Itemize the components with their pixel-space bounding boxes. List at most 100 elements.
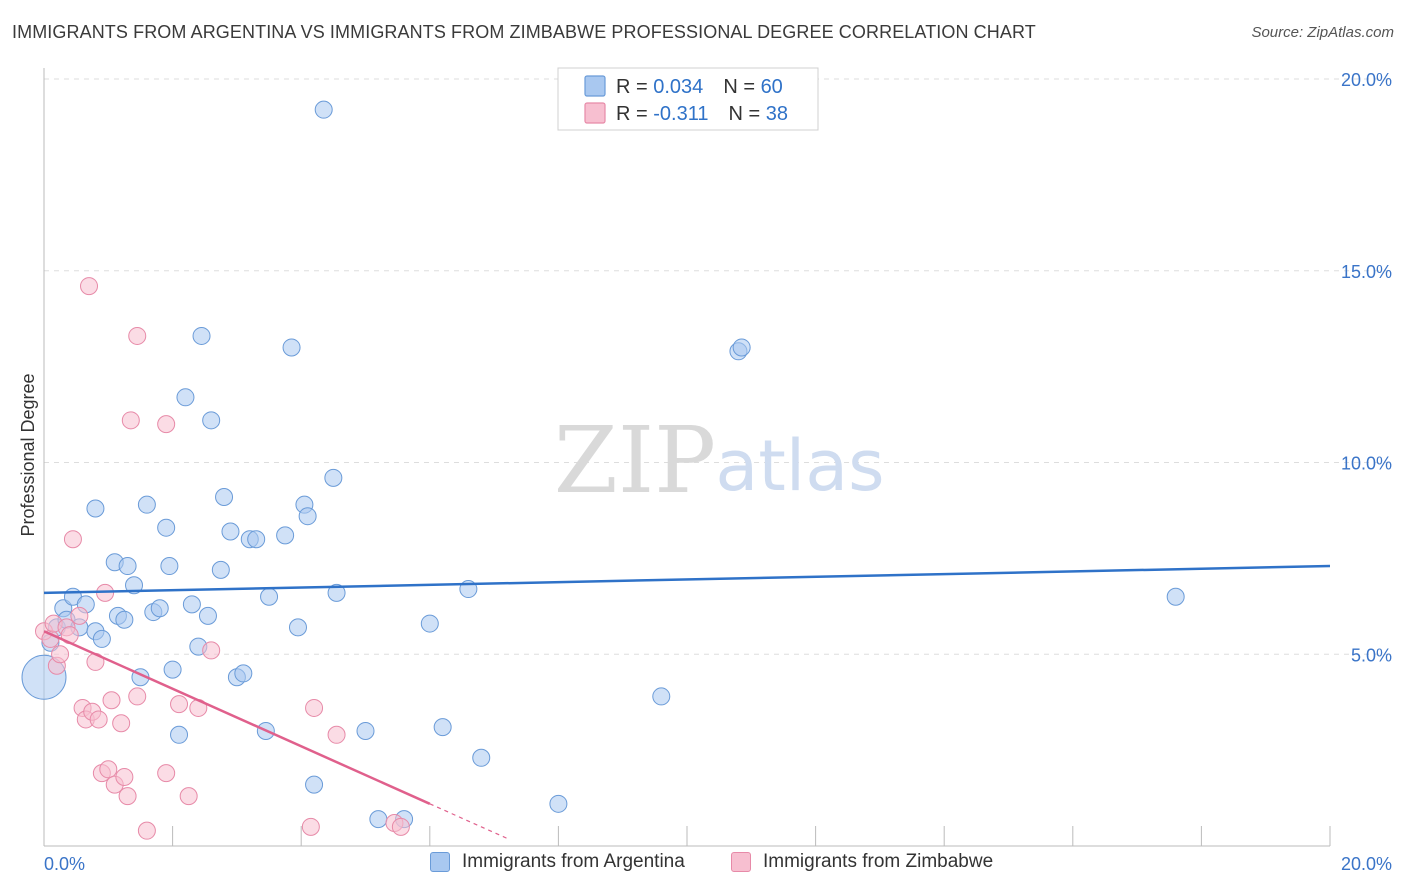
zimbabwe-point bbox=[63, 530, 82, 549]
stats-legend-row-zimbabwe: R = -0.311 N = 38 bbox=[616, 103, 788, 125]
argentina-point bbox=[211, 560, 230, 579]
argentina-point bbox=[221, 522, 240, 541]
stats-legend-row-argentina: R = 0.034 N = 60 bbox=[616, 76, 783, 98]
legend-swatch-zimbabwe bbox=[731, 852, 751, 872]
argentina-point bbox=[137, 495, 156, 514]
chart-title: IMMIGRANTS FROM ARGENTINA VS IMMIGRANTS … bbox=[12, 22, 1036, 42]
argentina-point bbox=[182, 595, 201, 614]
legend-item-argentina: Immigrants from Argentina bbox=[430, 851, 685, 873]
argentina-point bbox=[260, 587, 279, 606]
y-tick-labels: 5.0% 10.0% 15.0% 20.0% bbox=[1341, 70, 1392, 665]
y-axis-label: Professional Degree bbox=[18, 373, 38, 536]
source-label: Source: ZipAtlas.com bbox=[1251, 24, 1394, 41]
argentina-point bbox=[163, 660, 182, 679]
stats-legend: R = 0.034 N = 60 R = -0.311 N = 38 bbox=[557, 67, 819, 131]
argentina-point bbox=[247, 530, 266, 549]
zimbabwe-point bbox=[118, 787, 137, 806]
argentina-point bbox=[276, 526, 295, 545]
zimbabwe-point bbox=[102, 691, 121, 710]
argentina-point bbox=[324, 468, 343, 487]
legend-n-label: N = bbox=[723, 76, 760, 98]
argentina-point bbox=[215, 488, 234, 507]
argentina-point bbox=[314, 100, 333, 119]
zimbabwe-point bbox=[170, 695, 189, 714]
x-tick-labels: 0.0% 20.0% bbox=[44, 854, 1392, 874]
argentina-point bbox=[652, 687, 671, 706]
x-tick-label: 20.0% bbox=[1341, 854, 1392, 874]
stats-legend-swatch-argentina bbox=[584, 75, 606, 97]
y-tick-label: 10.0% bbox=[1341, 454, 1392, 474]
argentina-point bbox=[549, 794, 568, 813]
watermark-zip: ZIP bbox=[554, 407, 716, 514]
zimbabwe-point bbox=[128, 687, 147, 706]
y-tick-label: 20.0% bbox=[1341, 70, 1392, 90]
zimbabwe-point bbox=[89, 710, 108, 729]
zimbabwe-point bbox=[305, 698, 324, 717]
zimbabwe-point bbox=[128, 326, 147, 345]
legend-n-value: 38 bbox=[766, 103, 788, 125]
argentina-point bbox=[176, 388, 195, 407]
legend-label-argentina: Immigrants from Argentina bbox=[462, 851, 685, 872]
zimbabwe-point bbox=[80, 277, 99, 296]
argentina-point bbox=[433, 718, 452, 737]
axes bbox=[43, 68, 1331, 847]
legend-r-label: R = bbox=[616, 76, 653, 98]
zimbabwe-point bbox=[112, 714, 131, 733]
argentina-point bbox=[732, 338, 751, 357]
zimbabwe-trend-line bbox=[43, 630, 431, 805]
argentina-point bbox=[118, 557, 137, 576]
zimbabwe-point bbox=[121, 411, 140, 430]
argentina-point bbox=[282, 338, 301, 357]
argentina-point bbox=[115, 610, 134, 629]
legend-r-value: 0.034 bbox=[653, 76, 703, 98]
legend-item-zimbabwe: Immigrants from Zimbabwe bbox=[731, 851, 993, 873]
argentina-point bbox=[288, 618, 307, 637]
zimbabwe-point bbox=[99, 760, 118, 779]
series-legend: Immigrants from Argentina Immigrants fro… bbox=[0, 851, 1406, 879]
x-tick-label: 0.0% bbox=[44, 854, 85, 874]
argentina-point bbox=[356, 721, 375, 740]
argentina-point bbox=[305, 775, 324, 794]
y-tick-label: 5.0% bbox=[1351, 645, 1392, 665]
zimbabwe-point bbox=[137, 821, 156, 840]
argentina-point bbox=[192, 326, 211, 345]
zimbabwe-points bbox=[35, 277, 410, 840]
zimbabwe-point bbox=[157, 764, 176, 783]
argentina-point bbox=[472, 748, 491, 767]
legend-r-value: -0.311 bbox=[653, 103, 708, 125]
argentina-point bbox=[369, 810, 388, 829]
argentina-point bbox=[157, 518, 176, 537]
argentina-point bbox=[86, 499, 105, 518]
zimbabwe-point bbox=[327, 725, 346, 744]
watermark: ZIP atlas bbox=[554, 407, 885, 514]
zimbabwe-point bbox=[51, 645, 70, 664]
argentina-point bbox=[420, 614, 439, 633]
y-tick-label: 15.0% bbox=[1341, 262, 1392, 282]
argentina-point bbox=[1166, 587, 1185, 606]
zimbabwe-point bbox=[115, 767, 134, 786]
argentina-point bbox=[202, 411, 221, 430]
argentina-point bbox=[160, 557, 179, 576]
legend-swatch-argentina bbox=[430, 852, 450, 872]
trend-lines bbox=[43, 564, 1331, 839]
argentina-point bbox=[170, 725, 189, 744]
argentina-point bbox=[327, 583, 346, 602]
argentina-point bbox=[198, 606, 217, 625]
grid bbox=[44, 78, 1392, 655]
legend-n-value: 60 bbox=[761, 76, 783, 98]
argentina-point bbox=[125, 576, 144, 595]
argentina-point bbox=[298, 507, 317, 526]
watermark-atlas: atlas bbox=[715, 425, 884, 507]
legend-r-label: R = bbox=[616, 103, 653, 125]
zimbabwe-point bbox=[202, 641, 221, 660]
zimbabwe-point bbox=[179, 787, 198, 806]
legend-n-label: N = bbox=[728, 103, 765, 125]
zimbabwe-point bbox=[301, 817, 320, 836]
zimbabwe-point bbox=[157, 415, 176, 434]
zimbabwe-trend-extension bbox=[429, 803, 508, 839]
zimbabwe-point bbox=[70, 606, 89, 625]
argentina-point bbox=[92, 629, 111, 648]
zimbabwe-point bbox=[391, 817, 410, 836]
legend-label-zimbabwe: Immigrants from Zimbabwe bbox=[763, 851, 994, 872]
